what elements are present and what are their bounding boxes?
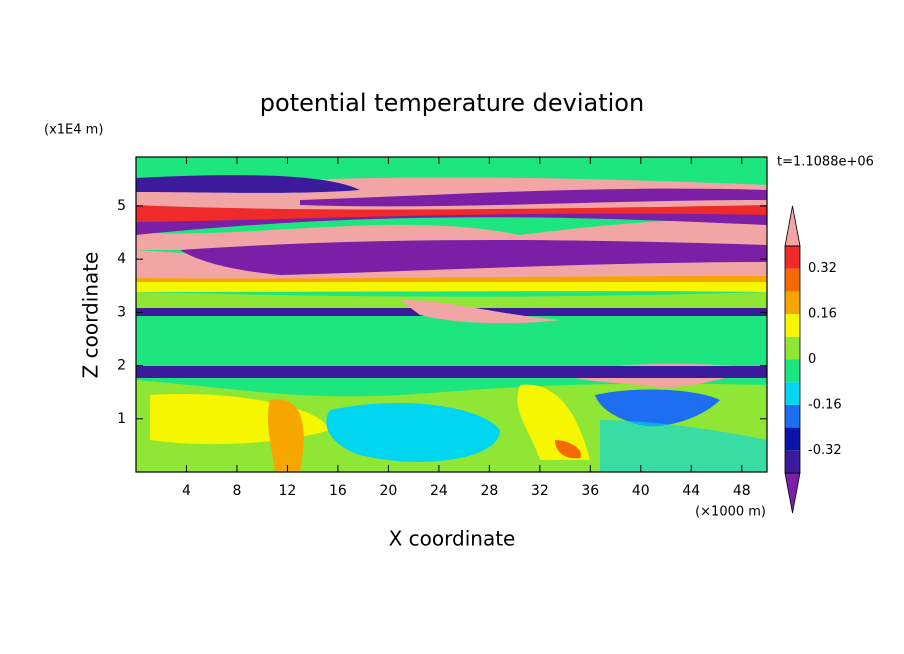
colorbar-low [784, 472, 801, 514]
x-tick-label: 36 [581, 483, 599, 499]
x-unit: (×1000 m) [695, 505, 766, 520]
x-tick-label: 32 [531, 483, 549, 499]
colorbar-box [785, 314, 800, 337]
chart-title: potential temperature deviation [260, 89, 644, 117]
y-tick-label: 4 [117, 251, 126, 267]
colorbar-box [785, 359, 800, 383]
x-tick-label: 48 [733, 483, 751, 499]
x-tick-label: 8 [232, 483, 241, 499]
contour-field [136, 157, 767, 472]
y-tick-label: 5 [117, 198, 126, 214]
colorbar-box [785, 404, 800, 428]
colorbar-label: -0.32 [808, 443, 842, 458]
colorbar-label: 0.16 [808, 307, 837, 322]
colorbar-box [785, 382, 800, 405]
y-tick-label: 1 [117, 411, 126, 427]
y-tick-label: 2 [117, 358, 126, 374]
colorbar-box [785, 450, 800, 473]
colorbar-label: 0 [808, 352, 816, 367]
colorbar-high [784, 205, 801, 247]
y-unit: (x1E4 m) [44, 123, 103, 138]
x-tick-label: 28 [480, 483, 498, 499]
colorbar-box [785, 427, 800, 451]
colorbar-frame [784, 245, 801, 474]
x-tick-label: 4 [182, 483, 191, 499]
colorbar-box [785, 246, 800, 269]
plot-frame [135, 156, 768, 473]
colorbar-label: -0.16 [808, 397, 842, 412]
x-tick-label: 16 [329, 483, 347, 499]
x-tick-label: 40 [632, 483, 650, 499]
colorbar-box [785, 268, 800, 292]
x-tick-label: 24 [430, 483, 448, 499]
x-tick-label: 44 [682, 483, 700, 499]
colorbar-box [785, 336, 800, 360]
colorbar-label: 0.32 [808, 261, 837, 276]
y-tick-label: 3 [117, 304, 126, 320]
x-tick-label: 20 [379, 483, 397, 499]
x-axis-label: X coordinate [389, 527, 516, 551]
colorbar-box [785, 291, 800, 315]
x-tick-label: 12 [279, 483, 297, 499]
time-annotation: t=1.1088e+06 [777, 155, 874, 170]
y-axis-label: Z coordinate [79, 252, 103, 379]
